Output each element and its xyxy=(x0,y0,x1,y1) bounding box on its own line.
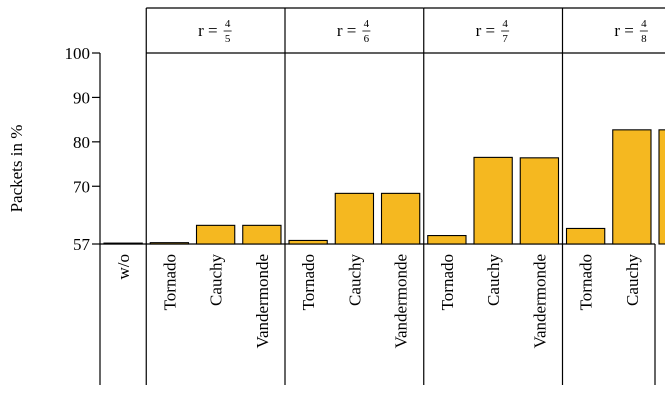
bar-cauchy xyxy=(473,156,513,245)
bar-cauchy xyxy=(612,129,652,245)
group-label-denominator: 8 xyxy=(641,33,647,45)
category-label: Cauchy xyxy=(345,254,364,306)
category-label: Tornado xyxy=(438,254,457,310)
category-label: Tornado xyxy=(577,254,596,310)
bar-vandermonde xyxy=(519,157,560,245)
bar-tornado xyxy=(427,235,467,245)
category-label: Vandermonde xyxy=(253,254,272,348)
group-label-numerator: 4 xyxy=(502,18,508,30)
group-label-numerator: 4 xyxy=(225,18,231,30)
group-label-prefix: r = xyxy=(337,21,357,40)
bar-vandermonde xyxy=(658,129,665,245)
category-label: Vandermonde xyxy=(392,254,411,348)
group-label-denominator: 7 xyxy=(502,33,508,45)
bar-cauchy xyxy=(195,224,236,245)
category-label: Vandermonde xyxy=(530,254,549,348)
bar-tornado xyxy=(149,242,190,245)
bar-tornado xyxy=(288,239,328,245)
y-tick-label: 70 xyxy=(73,177,90,196)
group-label-numerator: 4 xyxy=(364,18,370,30)
category-label: w/o xyxy=(114,254,133,280)
bar-vandermonde xyxy=(242,224,282,245)
category-label: Cauchy xyxy=(484,254,503,306)
y-tick-label: 57 xyxy=(73,235,91,254)
y-tick-label: 100 xyxy=(65,44,91,63)
category-label: Tornado xyxy=(160,254,179,310)
category-label: Cauchy xyxy=(623,254,642,306)
category-label: Tornado xyxy=(299,254,318,310)
bar-tornado xyxy=(565,227,606,245)
group-label-prefix: r = xyxy=(198,21,218,40)
bar-cauchy xyxy=(334,192,375,245)
bar-vandermonde xyxy=(380,192,421,245)
group-label-denominator: 5 xyxy=(225,33,231,45)
group-label-prefix: r = xyxy=(476,21,496,40)
group-label-prefix: r = xyxy=(614,21,634,40)
y-tick-label: 80 xyxy=(73,133,90,152)
group-label-numerator: 4 xyxy=(641,18,647,30)
y-axis-label: Packets in % xyxy=(7,125,26,213)
bar-w-o xyxy=(103,242,143,245)
category-label: Cauchy xyxy=(207,254,226,306)
y-tick-label: 90 xyxy=(73,88,90,107)
group-label-denominator: 6 xyxy=(364,33,370,45)
